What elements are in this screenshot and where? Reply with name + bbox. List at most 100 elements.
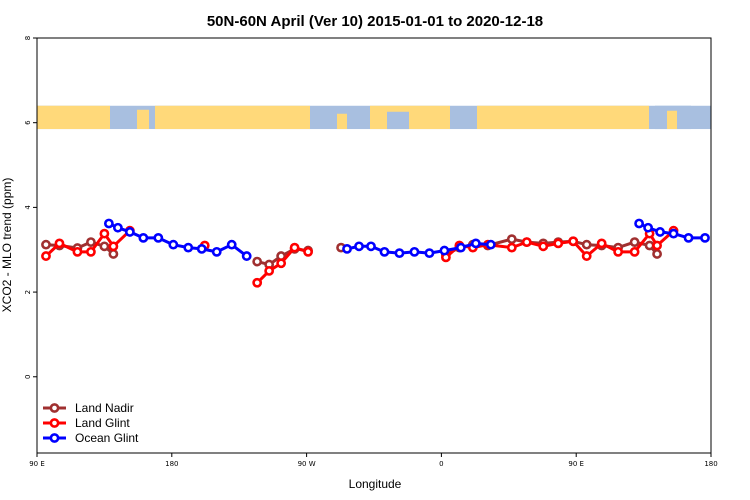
data-point [54,238,65,249]
data-point [581,239,592,250]
data-point [354,241,364,252]
legend-item: Land Nadir [43,401,134,415]
map-land [137,109,149,130]
data-point [196,243,207,254]
data-point [668,228,679,239]
data-point [252,256,263,267]
data-point [103,218,114,229]
legend-swatch-marker [49,418,60,428]
data-point [276,258,287,269]
legend-label: Land Nadir [75,401,134,415]
data-point [629,246,640,257]
data-point [629,237,640,248]
data-point [700,232,710,243]
data-point [470,238,481,249]
x-axis: 90 E 180 90 W 0 90 E 180 [29,453,718,468]
data-point [394,248,405,259]
legend-label: Ocean Glint [75,431,139,445]
data-point [211,246,222,257]
map-ocean [387,111,409,130]
legend-item: Land Glint [43,416,130,430]
data-point [99,241,110,252]
data-point [485,239,496,250]
series-line [444,229,675,259]
map-land [155,105,310,130]
series-land-nadir [41,234,662,270]
map-land [337,113,347,130]
data-point [153,232,164,243]
x-tick-label: 0 [439,460,443,468]
x-tick-label: 90 E [29,460,45,468]
data-point [409,246,420,257]
x-tick-label: 180 [165,460,178,468]
world-map-band [37,105,711,130]
series-layer [41,218,710,288]
data-point [289,242,300,253]
legend-label: Land Glint [75,416,130,430]
data-point [99,228,110,239]
data-point [643,222,653,233]
data-point [342,243,352,254]
data-point [652,249,662,259]
data-point [568,236,579,247]
plot-frame [36,37,712,454]
data-point [124,227,135,237]
x-tick-label: 90 E [568,460,584,468]
data-point [183,242,194,253]
data-point [168,239,179,250]
map-land [667,110,677,130]
y-axis: 0 2 4 6 8 [24,36,37,379]
data-point [506,242,517,253]
series-ocean-glint [103,218,710,261]
y-axis-label: XCO2 - MLO trend (ppm) [0,178,14,313]
x-tick-label: 180 [704,460,717,468]
map-land [477,105,649,130]
data-point [252,277,263,288]
data-point [683,232,694,243]
data-point [108,249,119,259]
data-point [226,239,237,250]
data-point [86,246,96,257]
data-point [521,237,532,248]
data-point [538,241,549,252]
y-tick-label: 0 [24,375,32,379]
data-point [41,251,51,261]
y-tick-label: 6 [24,120,32,125]
data-point [644,240,655,251]
data-point [366,241,376,252]
data-point [41,239,51,250]
data-point [424,248,435,259]
legend-item: Ocean Glint [43,431,139,445]
data-point [86,237,96,248]
data-point [506,234,517,245]
data-point [264,266,275,276]
y-tick-label: 4 [24,205,32,210]
y-tick-label: 2 [24,290,32,294]
data-point [72,246,83,257]
data-point [655,227,665,237]
data-point [241,251,252,261]
legend-swatch-marker [49,403,60,413]
data-point [634,218,645,229]
data-point [112,222,123,233]
data-point [581,251,592,261]
data-point [439,245,450,256]
data-point [652,240,662,251]
data-point [138,232,149,243]
data-point [303,246,313,257]
map-land [370,105,450,130]
x-axis-label: Longitude [349,477,402,491]
data-point [455,242,466,253]
map-land [37,105,110,130]
data-point [379,246,390,257]
data-point [613,246,624,257]
data-point [553,238,564,249]
legend-swatch-marker [49,433,60,443]
data-point [596,238,607,249]
y-tick-label: 8 [24,36,32,40]
x-tick-label: 90 W [298,460,316,468]
chart-title: 50N-60N April (Ver 10) 2015-01-01 to 202… [207,13,543,30]
data-point [108,241,119,252]
